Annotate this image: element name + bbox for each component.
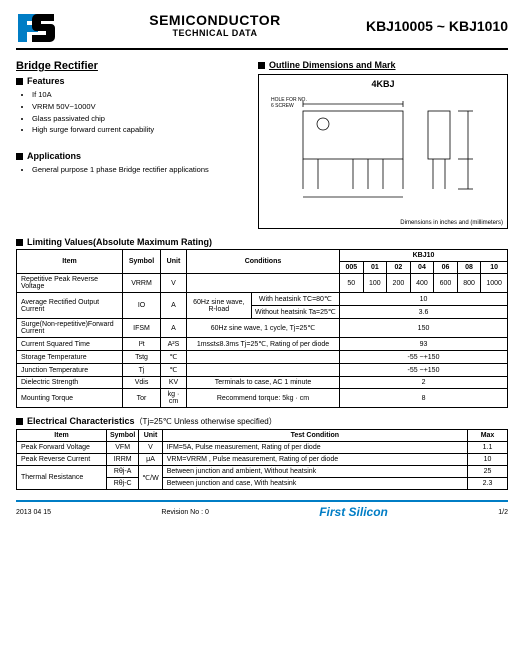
product-title: Bridge Rectifier: [16, 60, 250, 72]
feature-item: VRRM 50V~1000V: [32, 102, 250, 112]
bullet-square-icon: [16, 153, 23, 160]
table-row: Current Squared TimeI²tA²S 1ms≤t≤8.3ms T…: [17, 338, 508, 351]
features-head: Features: [16, 76, 250, 86]
apps-list: General purpose 1 phase Bridge rectifier…: [32, 165, 250, 175]
bullet-square-icon: [258, 62, 265, 69]
features-list: If 10A VRRM 50V~1000V Glass passivated c…: [32, 90, 250, 135]
suffix: 04: [410, 262, 434, 274]
limits-table: Item Symbol Unit Conditions KBJ10 005 01…: [16, 249, 508, 408]
table-row: Peak Reverse CurrentIRRMμAVRM=VRRM , Pul…: [17, 454, 508, 466]
title-semiconductor: SEMICONDUCTOR: [64, 12, 366, 28]
table-row: Storage TemperatureTstg℃ -55 ~+150: [17, 351, 508, 364]
table-row: Peak Forward VoltageVFMVIFM=5A, Pulse me…: [17, 442, 508, 454]
table-row: Mounting TorqueTorkg · cm Recommend torq…: [17, 389, 508, 408]
title-techdata: TECHNICAL DATA: [64, 28, 366, 38]
table-row: Repetitive Peak Reverse Voltage VRRM V 5…: [17, 274, 508, 293]
feature-item: If 10A: [32, 90, 250, 100]
apps-head: Applications: [16, 151, 250, 161]
suffix: 08: [457, 262, 481, 274]
table-row: Surge(Non-repetitive)Forward CurrentIFSM…: [17, 319, 508, 338]
part-number-range: KBJ10005 ~ KBJ1010: [366, 12, 508, 34]
elec-table: Item Symbol Unit Test Condition Max Peak…: [16, 429, 508, 490]
col-test-condition: Test Condition: [162, 430, 467, 442]
col-unit: Unit: [161, 250, 187, 274]
top-columns: Bridge Rectifier Features If 10A VRRM 50…: [16, 56, 508, 229]
bullet-square-icon: [16, 418, 23, 425]
footer-date: 2013 04 15: [16, 509, 51, 516]
bullet-square-icon: [16, 239, 23, 246]
svg-text:6 SCREW: 6 SCREW: [271, 103, 294, 109]
col-conditions: Conditions: [186, 250, 339, 274]
col-max: Max: [468, 430, 508, 442]
col-item: Item: [17, 250, 123, 274]
footer-brand: First Silicon: [319, 505, 388, 519]
suffix: 005: [340, 262, 364, 274]
suffix: 10: [481, 262, 508, 274]
feature-item: Glass passivated chip: [32, 114, 250, 124]
footer-revision: Revision No : 0: [161, 509, 208, 516]
outline-drawing: 4KBJ HOLE FOR NO. 6 SCREW: [258, 74, 508, 229]
fs-logo: [16, 12, 56, 44]
package-name: 4KBJ: [263, 79, 503, 89]
col-symbol: Symbol: [107, 430, 139, 442]
dimension-note: Dimensions in inches and (millimeters): [400, 220, 503, 226]
table-header-row: Item Symbol Unit Test Condition Max: [17, 430, 508, 442]
table-header-row: Item Symbol Unit Conditions KBJ10: [17, 250, 508, 262]
col-unit: Unit: [139, 430, 162, 442]
footer: 2013 04 15 Revision No : 0 First Silicon…: [16, 500, 508, 519]
col-family: KBJ10: [340, 250, 508, 262]
col-item: Item: [17, 430, 107, 442]
footer-page: 1/2: [498, 509, 508, 516]
header: SEMICONDUCTOR TECHNICAL DATA KBJ10005 ~ …: [16, 12, 508, 50]
suffix: 02: [387, 262, 411, 274]
right-column: Outline Dimensions and Mark 4KBJ HOLE FO…: [258, 56, 508, 229]
table-row: Dielectric StrengthVdisKV Terminals to c…: [17, 377, 508, 389]
left-column: Bridge Rectifier Features If 10A VRRM 50…: [16, 56, 250, 229]
package-diagram: HOLE FOR NO. 6 SCREW: [263, 89, 503, 209]
suffix: 01: [363, 262, 387, 274]
elec-head: Electrical Characteristics（Tj=25℃ Unless…: [16, 416, 508, 427]
bullet-square-icon: [16, 78, 23, 85]
page: SEMICONDUCTOR TECHNICAL DATA KBJ10005 ~ …: [0, 0, 524, 531]
header-title: SEMICONDUCTOR TECHNICAL DATA: [64, 12, 366, 38]
suffix: 06: [434, 262, 458, 274]
col-symbol: Symbol: [123, 250, 161, 274]
outline-head: Outline Dimensions and Mark: [258, 60, 508, 70]
app-item: General purpose 1 phase Bridge rectifier…: [32, 165, 250, 175]
table-row: Average Rectified Output Current IO A 60…: [17, 293, 508, 306]
limits-head: Limiting Values(Absolute Maximum Rating): [16, 237, 508, 247]
table-row: Junction TemperatureTj℃ -55 ~+150: [17, 364, 508, 377]
feature-item: High surge forward current capability: [32, 125, 250, 135]
table-row: Thermal Resistance Rθj-A ℃/W Between jun…: [17, 466, 508, 478]
